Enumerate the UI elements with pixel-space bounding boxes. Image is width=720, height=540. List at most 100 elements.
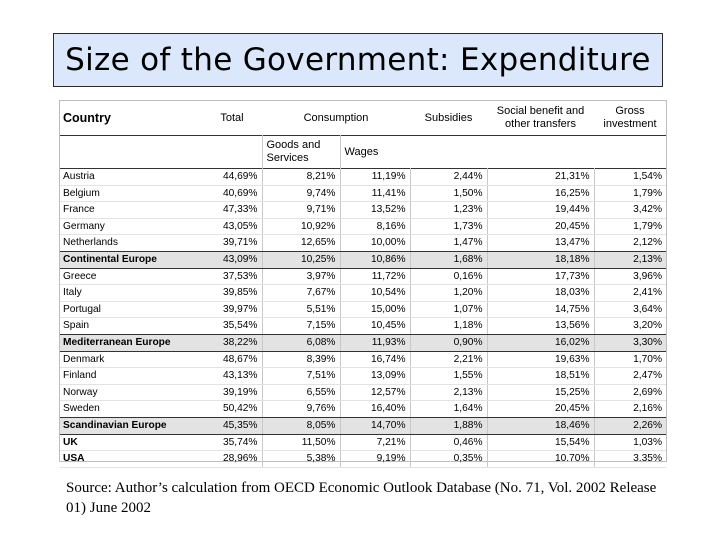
table-row: Portugal 39,97% 5,51% 15,00% 1,07% 14,75% 3,64…: [60, 301, 667, 319]
cell-subsidies: 2,13%: [409, 384, 488, 402]
cell-goods-and-services: 12,65%: [261, 234, 340, 252]
cell-subsidies: 0,35%: [409, 450, 488, 468]
cell-wages: 10,00%: [339, 234, 411, 252]
table-header-row: Country Total Consumption Subsidies Soci…: [60, 101, 667, 136]
header-gross-investment: Gross investment: [603, 105, 657, 130]
cell-total: 39,71%: [202, 234, 262, 252]
table-row: Italy 39,85% 7,67% 10,54% 1,20% 18,03% 2,41%: [60, 284, 667, 302]
cell-goods-and-services: 10,92%: [261, 218, 340, 236]
cell-social-benefit: 18,03%: [486, 284, 595, 302]
table-row: Austria 44,69% 8,21% 11,19% 2,44% 21,31% 1,54%: [60, 168, 667, 186]
cell-wages: 9,19%: [339, 450, 411, 468]
table-group-row: Mediterranean Europe 38,22% 6,08% 11,93% 0,9…: [60, 334, 667, 352]
cell-wages: 14,70%: [339, 417, 411, 435]
cell-goods-and-services: 6,08%: [261, 334, 340, 352]
cell-social-benefit: 17,73%: [486, 268, 595, 286]
cell-social-benefit: 13,47%: [486, 234, 595, 252]
cell-total: 37,53%: [202, 268, 262, 286]
table-row: UK 35,74% 11,50% 7,21% 0,46% 15,54% 1,03%: [60, 434, 667, 452]
cell-goods-and-services: 7,15%: [261, 317, 340, 335]
cell-social-benefit: 16,02%: [486, 334, 595, 352]
cell-goods-and-services: 6,55%: [261, 384, 340, 402]
cell-gross-investment: 2,16%: [593, 400, 667, 418]
table-row: Belgium 40,69% 9,74% 11,41% 1,50% 16,25% 1,79%: [60, 185, 667, 203]
cell-total: 44,69%: [202, 168, 262, 186]
cell-country: Continental Europe: [60, 251, 202, 269]
cell-country: Austria: [60, 168, 202, 186]
cell-country: Italy: [60, 284, 202, 302]
cell-total: 43,05%: [202, 218, 262, 236]
cell-subsidies: 0,16%: [409, 268, 488, 286]
subheader-wages: Wages: [339, 135, 411, 169]
cell-subsidies: 1,47%: [409, 234, 488, 252]
cell-gross-investment: 1,70%: [593, 351, 667, 369]
cell-social-benefit: 18,51%: [486, 367, 595, 385]
cell-gross-investment: 2,47%: [593, 367, 667, 385]
table-row: Norway 39,19% 6,55% 12,57% 2,13% 15,25% 2,69%: [60, 384, 667, 402]
cell-social-benefit: 15,54%: [486, 434, 595, 452]
cell-wages: 11,72%: [339, 268, 411, 286]
cell-country: Norway: [60, 384, 202, 402]
cell-social-benefit: 18,46%: [486, 417, 595, 435]
cell-social-benefit: 19,63%: [486, 351, 595, 369]
table-row: Netherlands 39,71% 12,65% 10,00% 1,47% 13,47%…: [60, 234, 667, 252]
cell-gross-investment: 3,42%: [593, 201, 667, 219]
slide-title-box: Size of the Government: Expenditure: [53, 33, 663, 87]
cell-wages: 10,86%: [339, 251, 411, 269]
cell-wages: 16,40%: [339, 400, 411, 418]
cell-goods-and-services: 3,97%: [261, 268, 340, 286]
table-row: Sweden 50,42% 9,76% 16,40% 1,64% 20,45% 2,16%: [60, 400, 667, 418]
cell-goods-and-services: 5,38%: [261, 450, 340, 468]
cell-subsidies: 1,18%: [409, 317, 488, 335]
cell-gross-investment: 2,26%: [593, 417, 667, 435]
cell-social-benefit: 13,56%: [486, 317, 595, 335]
cell-total: 38,22%: [202, 334, 262, 352]
cell-country: Scandinavian Europe: [60, 417, 202, 435]
cell-subsidies: 1,64%: [409, 400, 488, 418]
cell-subsidies: 1,50%: [409, 185, 488, 203]
subheader-empty: [594, 136, 666, 169]
cell-total: 43,09%: [202, 251, 262, 269]
cell-gross-investment: 1,79%: [593, 218, 667, 236]
cell-goods-and-services: 11,50%: [261, 434, 340, 452]
cell-wages: 10,54%: [339, 284, 411, 302]
cell-total: 39,19%: [202, 384, 262, 402]
cell-subsidies: 1,68%: [409, 251, 488, 269]
cell-country: USA: [60, 450, 202, 468]
table-group-row: Scandinavian Europe 45,35% 8,05% 14,70% 1,88…: [60, 417, 667, 435]
header-total: Total: [220, 111, 244, 124]
cell-wages: 11,93%: [339, 334, 411, 352]
header-subsidies: Subsidies: [424, 111, 473, 124]
cell-country: France: [60, 201, 202, 219]
table-row: Finland 43,13% 7,51% 13,09% 1,55% 18,51% 2,47%: [60, 367, 667, 385]
cell-gross-investment: 2,41%: [593, 284, 667, 302]
cell-social-benefit: 21,31%: [486, 168, 595, 186]
cell-country: Netherlands: [60, 234, 202, 252]
table-row: Denmark 48,67% 8,39% 16,74% 2,21% 19,63% 1,70%: [60, 351, 667, 369]
cell-social-benefit: 15,25%: [486, 384, 595, 402]
cell-subsidies: 0,90%: [409, 334, 488, 352]
cell-country: Sweden: [60, 400, 202, 418]
cell-country: Greece: [60, 268, 202, 286]
cell-gross-investment: 2,12%: [593, 234, 667, 252]
slide-title: Size of the Government: Expenditure: [65, 42, 651, 78]
cell-country: Portugal: [60, 301, 202, 319]
table-row: Greece 37,53% 3,97% 11,72% 0,16% 17,73% 3,96%: [60, 268, 667, 286]
table-group-row: Continental Europe 43,09% 10,25% 10,86% 1,68…: [60, 251, 667, 269]
cell-wages: 15,00%: [339, 301, 411, 319]
cell-social-benefit: 20,45%: [486, 218, 595, 236]
cell-wages: 11,41%: [339, 185, 411, 203]
cell-total: 28,96%: [202, 450, 262, 468]
cell-subsidies: 1,20%: [409, 284, 488, 302]
cell-total: 47,33%: [202, 201, 262, 219]
cell-wages: 7,21%: [339, 434, 411, 452]
cell-subsidies: 1,73%: [409, 218, 488, 236]
cell-total: 39,97%: [202, 301, 262, 319]
subheader-goods-and-services: Goods and Services: [261, 135, 340, 169]
cell-subsidies: 1,88%: [409, 417, 488, 435]
cell-country: Denmark: [60, 351, 202, 369]
cell-subsidies: 2,44%: [409, 168, 488, 186]
cell-country: Germany: [60, 218, 202, 236]
cell-gross-investment: 1,79%: [593, 185, 667, 203]
cell-country: Mediterranean Europe: [60, 334, 202, 352]
